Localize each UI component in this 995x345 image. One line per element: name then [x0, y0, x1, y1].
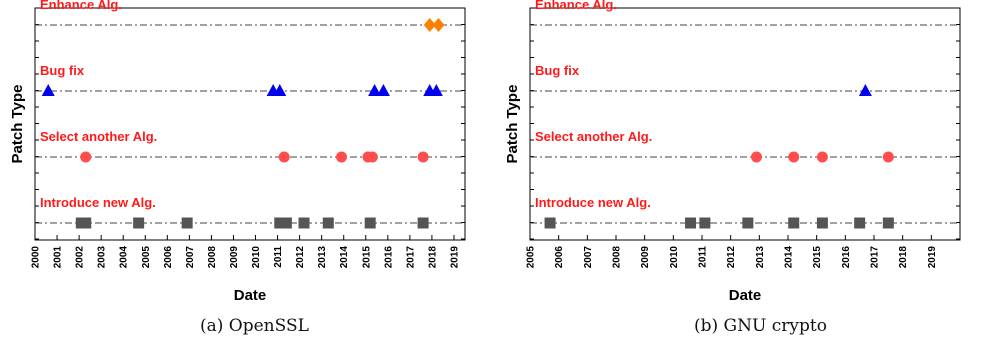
introduce-new-alg-point — [133, 217, 145, 229]
enhance-alg-point — [423, 18, 436, 32]
x-tick-label: 2017 — [405, 246, 416, 269]
x-tick-label: 2010 — [251, 246, 262, 269]
x-tick-label: 2013 — [317, 246, 328, 269]
introduce-new-alg-point — [699, 217, 711, 229]
introduce-new-alg-point — [882, 217, 894, 229]
category-label: Introduce new Alg. — [535, 195, 651, 210]
x-tick-label: 2006 — [554, 246, 565, 269]
x-tick-label: 2017 — [870, 246, 881, 269]
x-tick-label: 2010 — [669, 246, 680, 269]
select-another-alg-point — [366, 151, 378, 163]
x-tick-label: 2018 — [427, 246, 438, 269]
introduce-new-alg-point — [364, 217, 376, 229]
x-tick-label: 2015 — [812, 246, 823, 269]
x-axis-label: Date — [729, 287, 762, 304]
x-tick-label: 2002 — [75, 246, 86, 269]
x-tick-label: 2004 — [119, 246, 130, 269]
select-another-alg-point — [750, 151, 762, 163]
introduce-new-alg-point — [816, 217, 828, 229]
category-label: Select another Alg. — [535, 129, 652, 144]
x-tick-label: 2015 — [361, 246, 372, 269]
bug-fix-point — [273, 84, 287, 96]
bug-fix-point — [41, 84, 55, 96]
x-tick-label: 2008 — [612, 246, 623, 269]
category-label: Enhance Alg. — [535, 0, 617, 12]
bug-fix-point — [858, 84, 872, 96]
y-axis-label: Patch Type — [9, 85, 26, 164]
x-axis-label: Date — [234, 287, 267, 304]
category-label: Enhance Alg. — [40, 0, 122, 12]
x-tick-label: 2016 — [383, 246, 394, 269]
caption-a: (a) OpenSSL — [200, 316, 309, 336]
x-tick-label: 2007 — [583, 246, 594, 269]
x-tick-label: 2009 — [229, 246, 240, 269]
x-tick-label: 2006 — [163, 246, 174, 269]
select-another-alg-point — [417, 151, 429, 163]
chart-panel-2: Introduce new Alg. Select another Alg. Bug… — [504, 0, 961, 304]
x-tick-label: 2012 — [726, 246, 737, 269]
enhance-alg-point — [432, 18, 445, 32]
select-another-alg-point — [336, 151, 348, 163]
bug-fix-point — [368, 84, 382, 96]
x-tick-label: 2003 — [97, 246, 108, 269]
chart-panel-1: Introduce new Alg. Select another Alg. Bug… — [9, 0, 466, 304]
introduce-new-alg-point — [322, 217, 334, 229]
introduce-new-alg-point — [417, 217, 429, 229]
introduce-new-alg-point — [685, 217, 697, 229]
select-another-alg-point — [816, 151, 828, 163]
x-tick-label: 2011 — [273, 246, 284, 268]
x-tick-label: 2019 — [449, 246, 460, 269]
introduce-new-alg-point — [854, 217, 866, 229]
y-axis-label: Patch Type — [504, 85, 521, 164]
category-label: Select another Alg. — [40, 129, 157, 144]
select-another-alg-point — [278, 151, 290, 163]
x-tick-label: 2014 — [784, 246, 795, 269]
x-tick-label: 2005 — [141, 246, 152, 269]
select-another-alg-point — [788, 151, 800, 163]
bug-fix-point — [376, 84, 390, 96]
x-tick-label: 2008 — [207, 246, 218, 269]
introduce-new-alg-point — [298, 217, 310, 229]
select-another-alg-point — [80, 151, 92, 163]
introduce-new-alg-point — [80, 217, 92, 229]
caption-b: (b) GNU crypto — [694, 316, 827, 336]
introduce-new-alg-point — [280, 217, 292, 229]
x-tick-label: 2014 — [339, 246, 350, 269]
category-label: Introduce new Alg. — [40, 195, 156, 210]
x-tick-label: 2005 — [526, 246, 537, 269]
introduce-new-alg-point — [274, 217, 286, 229]
x-tick-label: 2007 — [185, 246, 196, 269]
bug-fix-point — [429, 84, 443, 96]
introduce-new-alg-point — [788, 217, 800, 229]
introduce-new-alg-point — [181, 217, 193, 229]
x-tick-label: 2019 — [927, 246, 938, 269]
x-tick-label: 2012 — [295, 246, 306, 269]
introduce-new-alg-point — [742, 217, 754, 229]
select-another-alg-point — [882, 151, 894, 163]
x-tick-label: 2009 — [640, 246, 651, 269]
introduce-new-alg-point — [544, 217, 556, 229]
x-tick-label: 2018 — [898, 246, 909, 269]
category-label: Bug fix — [40, 63, 85, 78]
x-tick-label: 2016 — [841, 246, 852, 269]
x-tick-label: 2000 — [31, 246, 42, 269]
x-tick-label: 2013 — [755, 246, 766, 269]
x-tick-label: 2011 — [698, 246, 709, 268]
x-tick-label: 2001 — [53, 246, 64, 269]
category-label: Bug fix — [535, 63, 580, 78]
